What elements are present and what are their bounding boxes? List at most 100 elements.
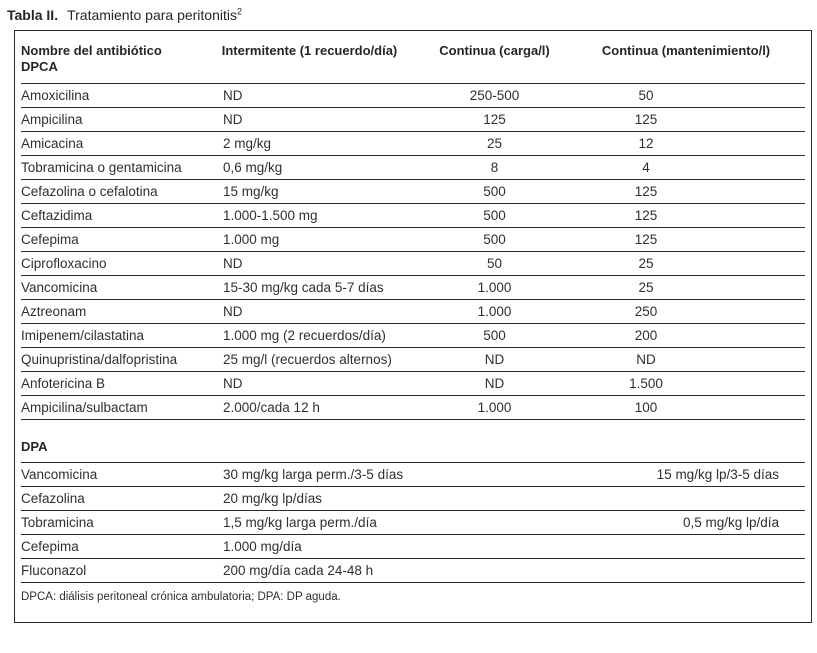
cell-intermitente: ND	[197, 107, 422, 132]
table-row: Cefepima 1.000 mg/día	[21, 534, 805, 559]
cell-antibiotic: Cefepima	[21, 227, 197, 252]
cell-mantenimiento	[567, 486, 805, 511]
cell-carga: 8	[422, 155, 567, 180]
dpa-section-header-row: DPA	[21, 419, 805, 463]
cell-intermitente: 1.000 mg	[197, 227, 422, 252]
cell-intermitente: 1.000-1.500 mg	[197, 203, 422, 228]
cell-carga	[422, 462, 567, 487]
cell-antibiotic: Aztreonam	[21, 299, 197, 324]
cell-antibiotic: Vancomicina	[21, 275, 197, 300]
table-row: Tobramicina o gentamicina 0,6 mg/kg 8 4	[21, 155, 805, 180]
column-header-intermitente: Intermitente (1 recuerdo/día)	[197, 31, 422, 84]
page-title: Tabla II. Tratamiento para peritonitis2	[7, 6, 242, 24]
table-row: Cefepima 1.000 mg 500 125	[21, 227, 805, 252]
column-header-antibiotic: Nombre del antibiótico DPCA	[21, 31, 197, 84]
cell-intermitente: ND	[197, 371, 422, 396]
cell-carga: 500	[422, 203, 567, 228]
cell-carga: 250-500	[422, 83, 567, 108]
cell-intermitente: 2.000/cada 12 h	[197, 395, 422, 420]
table-number-label: Tabla II.	[7, 7, 59, 23]
column-header-antibiotic-line1: Nombre del antibiótico	[21, 43, 162, 58]
header-row: Nombre del antibiótico DPCA Intermitente…	[21, 31, 805, 84]
cell-mantenimiento: 25	[567, 251, 805, 276]
cell-antibiotic: Tobramicina	[21, 510, 197, 535]
cell-intermitente: 25 mg/l (recuerdos alternos)	[197, 347, 422, 372]
cell-carga: 1.000	[422, 275, 567, 300]
cell-intermitente: 1,5 mg/kg larga perm./día	[197, 510, 422, 535]
cell-mantenimiento	[567, 534, 805, 559]
cell-carga: 500	[422, 179, 567, 204]
table-row: Imipenem/cilastatina 1.000 mg (2 recuerd…	[21, 323, 805, 348]
reference-superscript: 2	[237, 6, 243, 17]
cell-mantenimiento: 250	[567, 299, 805, 324]
cell-antibiotic: Tobramicina o gentamicina	[21, 155, 197, 180]
cell-carga: ND	[422, 347, 567, 372]
table-row: Vancomicina 30 mg/kg larga perm./3-5 día…	[21, 462, 805, 487]
table-row: Quinupristina/dalfopristina 25 mg/l (rec…	[21, 347, 805, 372]
cell-antibiotic: Quinupristina/dalfopristina	[21, 347, 197, 372]
cell-mantenimiento: 12	[567, 131, 805, 156]
table-row: Ampicilina/sulbactam 2.000/cada 12 h 1.0…	[21, 395, 805, 420]
cell-intermitente: 1.000 mg (2 recuerdos/día)	[197, 323, 422, 348]
cell-mantenimiento: 125	[567, 179, 805, 204]
table-row: Anfotericina B ND ND 1.500	[21, 371, 805, 396]
cell-carga	[422, 558, 567, 583]
cell-mantenimiento: ND	[567, 347, 805, 372]
cell-antibiotic: Vancomicina	[21, 462, 197, 487]
cell-intermitente: 2 mg/kg	[197, 131, 422, 156]
cell-antibiotic: Cefepima	[21, 534, 197, 559]
cell-intermitente: 15 mg/kg	[197, 179, 422, 204]
cell-carga: 1.000	[422, 299, 567, 324]
table-row: Tobramicina 1,5 mg/kg larga perm./día 0,…	[21, 510, 805, 535]
table-row: Fluconazol 200 mg/día cada 24-48 h	[21, 558, 805, 583]
table-border-box: Nombre del antibiótico DPCA Intermitente…	[14, 30, 812, 623]
table-row: Aztreonam ND 1.000 250	[21, 299, 805, 324]
table-row: Cefazolina 20 mg/kg lp/días	[21, 486, 805, 511]
table-title-text: Tratamiento para peritonitis	[67, 7, 237, 23]
cell-intermitente: 20 mg/kg lp/días	[197, 486, 422, 511]
column-header-continua-mantenimiento: Continua (mantenimiento/l)	[567, 31, 805, 84]
cell-carga	[422, 534, 567, 559]
cell-intermitente: 0,6 mg/kg	[197, 155, 422, 180]
cell-intermitente: 200 mg/día cada 24-48 h	[197, 558, 422, 583]
table-row: Ceftazidima 1.000-1.500 mg 500 125	[21, 203, 805, 228]
cell-antibiotic: Ceftazidima	[21, 203, 197, 228]
cell-antibiotic: Ciprofloxacino	[21, 251, 197, 276]
cell-mantenimiento: 125	[567, 203, 805, 228]
cell-intermitente: 30 mg/kg larga perm./3-5 días	[197, 462, 422, 487]
cell-mantenimiento: 1.500	[567, 371, 805, 396]
table-row: Ampicilina ND 125 125	[21, 107, 805, 132]
cell-antibiotic: Cefazolina	[21, 486, 197, 511]
table-row: Ciprofloxacino ND 50 25	[21, 251, 805, 276]
cell-antibiotic: Anfotericina B	[21, 371, 197, 396]
cell-mantenimiento: 100	[567, 395, 805, 420]
cell-antibiotic: Amoxicilina	[21, 83, 197, 108]
cell-carga: 500	[422, 323, 567, 348]
cell-intermitente: 15-30 mg/kg cada 5-7 días	[197, 275, 422, 300]
cell-intermitente: 1.000 mg/día	[197, 534, 422, 559]
cell-mantenimiento: 125	[567, 227, 805, 252]
cell-antibiotic: Amicacina	[21, 131, 197, 156]
cell-mantenimiento: 200	[567, 323, 805, 348]
cell-carga	[422, 486, 567, 511]
cell-carga	[422, 510, 567, 535]
cell-carga: 1.000	[422, 395, 567, 420]
table-row: Amoxicilina ND 250-500 50	[21, 83, 805, 108]
table-row: Vancomicina 15-30 mg/kg cada 5-7 días 1.…	[21, 275, 805, 300]
antibiotics-table: Nombre del antibiótico DPCA Intermitente…	[21, 31, 805, 583]
cell-antibiotic: Ampicilina/sulbactam	[21, 395, 197, 420]
cell-mantenimiento	[567, 558, 805, 583]
cell-antibiotic: Imipenem/cilastatina	[21, 323, 197, 348]
cell-carga: 25	[422, 131, 567, 156]
table-row: Cefazolina o cefalotina 15 mg/kg 500 125	[21, 179, 805, 204]
cell-antibiotic: Ampicilina	[21, 107, 197, 132]
cell-carga: 125	[422, 107, 567, 132]
cell-carga: 50	[422, 251, 567, 276]
cell-carga: 500	[422, 227, 567, 252]
cell-mantenimiento: 0,5 mg/kg lp/día	[567, 510, 805, 535]
table-footnote: DPCA: diálisis peritoneal crónica ambula…	[21, 591, 341, 603]
cell-carga: ND	[422, 371, 567, 396]
cell-intermitente: ND	[197, 83, 422, 108]
column-header-continua-carga: Continua (carga/l)	[422, 31, 567, 84]
